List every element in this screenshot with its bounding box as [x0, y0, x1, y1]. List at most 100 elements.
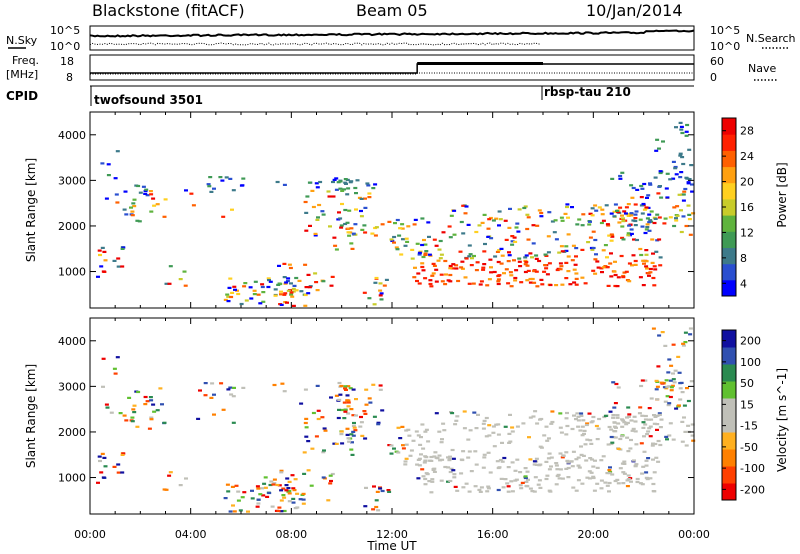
data-cell [378, 282, 383, 285]
data-cell [288, 266, 293, 270]
data-cell [580, 224, 585, 227]
data-cell [651, 252, 655, 255]
data-cell [464, 482, 469, 485]
data-cell [340, 442, 345, 445]
data-cell [401, 444, 405, 447]
data-cell [677, 193, 682, 196]
data-cell [621, 471, 626, 474]
data-cell [420, 262, 425, 265]
data-cell [437, 454, 442, 457]
data-cell [688, 327, 693, 330]
data-cell [538, 445, 543, 448]
data-cell [565, 411, 569, 415]
data-cell [546, 457, 551, 460]
data-cell [275, 180, 280, 184]
nave-tick-bottom: 0 [710, 71, 717, 84]
y-tick-label: 3000 [58, 380, 86, 393]
data-cell [482, 263, 487, 266]
data-cell [348, 387, 353, 390]
data-cell [617, 221, 622, 224]
data-cell [546, 251, 551, 254]
data-cell [471, 282, 476, 285]
data-cell [576, 425, 581, 428]
data-cell [503, 425, 508, 428]
data-cell [506, 282, 511, 285]
data-cell [499, 247, 504, 250]
data-cell [379, 292, 384, 295]
data-cell [673, 167, 678, 170]
data-cell [423, 277, 428, 280]
data-cell [98, 459, 102, 463]
data-cell [607, 490, 611, 493]
data-cell [645, 478, 650, 481]
data-cell [645, 196, 649, 199]
x-tick-label: 08:00 [275, 528, 307, 541]
data-cell [474, 230, 479, 234]
data-cell [415, 463, 420, 466]
data-cell [550, 420, 555, 424]
data-cell [650, 261, 655, 264]
data-cell [343, 410, 348, 413]
data-cell [209, 396, 214, 399]
data-cell [643, 231, 648, 235]
data-cell [639, 442, 644, 445]
data-cell [446, 279, 451, 282]
data-cell [656, 365, 661, 368]
data-cell [124, 213, 129, 216]
data-cell [196, 417, 201, 420]
data-cell [484, 416, 489, 420]
data-cell [208, 176, 213, 179]
data-cell [321, 280, 326, 283]
data-cell [633, 217, 638, 220]
data-cell [363, 206, 368, 209]
data-cell [404, 237, 409, 240]
data-cell [493, 255, 498, 258]
data-cell [322, 427, 327, 430]
nsky-scale-top: 10^5 [50, 24, 80, 37]
data-cell [607, 469, 612, 472]
data-cell [604, 204, 609, 207]
data-cell [433, 451, 438, 454]
data-cell [676, 355, 681, 358]
colorbar-segment [722, 198, 736, 216]
data-cell [151, 197, 156, 200]
data-cell [503, 478, 508, 481]
data-cell [99, 471, 104, 474]
data-cell [382, 284, 387, 287]
data-cell [406, 428, 411, 431]
data-cell [560, 477, 565, 480]
data-cell [659, 381, 664, 384]
data-cell [452, 473, 457, 476]
data-cell [616, 211, 621, 214]
data-cell [684, 130, 689, 133]
data-cell [657, 413, 662, 416]
data-cell [644, 260, 649, 263]
data-cell [686, 424, 691, 427]
data-cell [630, 429, 635, 432]
data-cell [303, 293, 308, 297]
data-cell [633, 259, 638, 263]
data-cell [295, 492, 300, 495]
data-cell [115, 150, 120, 153]
data-cell [240, 184, 245, 187]
data-cell [629, 232, 634, 235]
data-cell [287, 490, 292, 493]
data-cell [610, 177, 615, 180]
data-cell [625, 421, 630, 424]
data-cell [576, 419, 581, 422]
data-cell [566, 255, 571, 258]
data-cell [626, 203, 631, 206]
data-cell [419, 436, 423, 439]
colorbar-segment [722, 347, 736, 365]
data-cell [641, 259, 646, 262]
data-cell [574, 247, 579, 250]
data-cell [674, 217, 678, 220]
data-cell [668, 178, 673, 181]
data-cell [566, 216, 570, 219]
data-cell [654, 379, 659, 382]
data-cell [504, 268, 509, 271]
data-cell [225, 483, 230, 486]
data-cell [497, 249, 502, 252]
data-cell [346, 227, 351, 230]
data-cell [378, 289, 383, 292]
